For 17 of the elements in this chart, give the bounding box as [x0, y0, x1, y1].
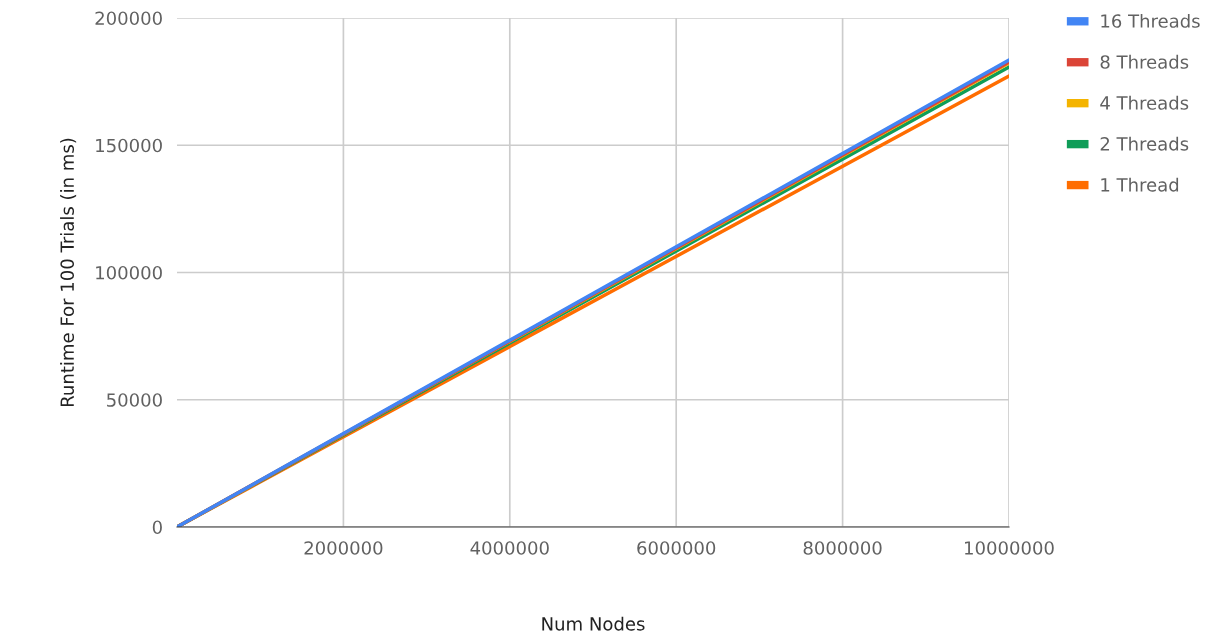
y-tick-label: 200000	[95, 11, 162, 26]
y-tick-label: 0	[152, 520, 162, 535]
y-tick-label: 100000	[96, 265, 162, 280]
legend-label: 16 Threads	[1101, 13, 1200, 28]
x-axis-title: Num Nodes	[542, 616, 645, 631]
x-tick-label: 6000000	[637, 541, 716, 555]
legend-label: 4 Threads	[1100, 95, 1189, 110]
x-tick-label: 2000000	[304, 541, 383, 555]
y-tick-label: 150000	[96, 138, 162, 153]
x-tick-label: 4000000	[470, 541, 549, 555]
x-tick-label: 8000000	[803, 541, 882, 555]
y-tick-label: 50000	[107, 393, 162, 407]
legend-label: 1 Thread	[1101, 177, 1179, 192]
x-tick-label: 10000000	[965, 541, 1054, 555]
legend-label: 8 Threads	[1100, 54, 1189, 69]
legend-label: 2 Threads	[1100, 136, 1189, 151]
y-axis-title: Runtime For 100 Trials (in ms)	[60, 138, 77, 407]
